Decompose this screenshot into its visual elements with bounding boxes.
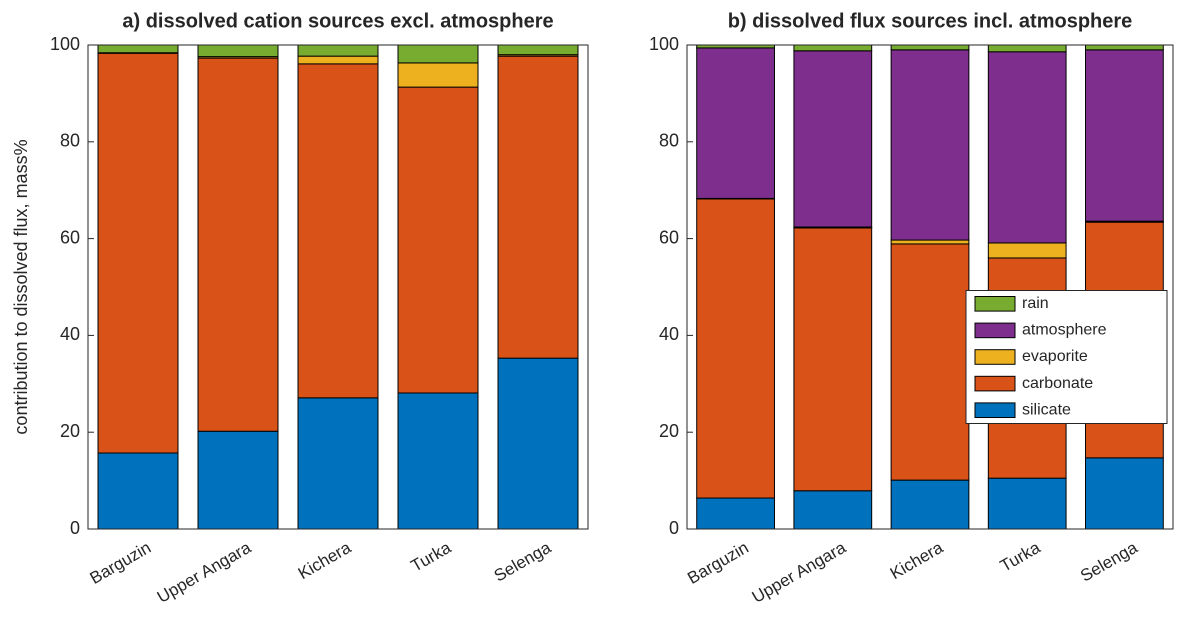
x-tick-label: Selenga [491, 538, 555, 586]
x-tick-label: Upper Angara [154, 538, 255, 607]
y-tick-label: 40 [60, 324, 80, 344]
bar-segment [890, 49, 970, 241]
bar-segment [197, 44, 279, 58]
bar-segment [397, 392, 479, 530]
bar-segment [793, 44, 873, 52]
y-tick-label: 80 [659, 131, 679, 151]
axes-box [87, 44, 589, 530]
x-tick-label: Turka [408, 538, 455, 576]
bar-segment [696, 198, 775, 499]
x-tick-label: Barguzin [684, 538, 752, 588]
x-tick-label: Turka [997, 538, 1044, 576]
bar-segment [97, 452, 179, 530]
bar-segment [197, 430, 279, 530]
legend-label: silicate [1022, 401, 1071, 418]
x-tick-label: Kichera [295, 538, 355, 584]
y-tick-label: 60 [60, 227, 80, 247]
y-tick-label: 100 [50, 34, 80, 54]
chart-title: a) dissolved cation sources excl. atmosp… [122, 10, 553, 32]
bar-segment [890, 243, 970, 481]
x-tick-label: Upper Angara [749, 538, 850, 607]
bar-segment [397, 44, 479, 64]
y-tick-label: 100 [649, 34, 679, 54]
x-tick-label: Selenga [1077, 538, 1141, 586]
legend: rain atmosphere evaporite carbonate silicate [965, 290, 1168, 424]
x-tick-label: Kichera [887, 538, 947, 584]
bar-segment [297, 55, 379, 65]
legend-label: atmosphere [1022, 322, 1107, 339]
bar-segment [987, 51, 1067, 244]
bar-segment [97, 52, 179, 454]
bar-segment [397, 62, 479, 88]
y-tick-label: 60 [659, 227, 679, 247]
legend-swatch [974, 296, 1016, 312]
bar-segment [397, 86, 479, 394]
legend-label: carbonate [1022, 375, 1093, 392]
y-tick-label: 20 [60, 421, 80, 441]
bar-segment [297, 63, 379, 399]
legend-label: rain [1022, 295, 1049, 312]
bar-segment [1085, 44, 1164, 51]
y-tick-label: 20 [659, 421, 679, 441]
bar-segment [197, 57, 279, 432]
bar-segment [297, 44, 379, 57]
bar-segment [696, 47, 775, 199]
bar-segment [987, 242, 1067, 259]
bar-segment [1085, 457, 1164, 530]
x-tick-label: Barguzin [87, 538, 155, 588]
bar-segment [497, 55, 579, 359]
legend-swatch [974, 322, 1016, 339]
bar-segment [497, 44, 579, 56]
bar-segment [497, 357, 579, 530]
legend-swatch [974, 349, 1016, 365]
y-tick-label: 0 [669, 518, 679, 538]
bar-segment [297, 397, 379, 530]
bar-segment [793, 227, 873, 492]
y-tick-label: 0 [70, 518, 80, 538]
legend-swatch [974, 375, 1016, 392]
bar-segment [987, 44, 1067, 53]
bar-segment [793, 490, 873, 530]
bar-segment [1085, 49, 1164, 222]
bar-segment [793, 50, 873, 228]
bar-segment [890, 479, 970, 530]
legend-label: evaporite [1022, 348, 1088, 365]
y-tick-label: 80 [60, 131, 80, 151]
y-axis-label: contribution to dissolved flux, mass% [11, 139, 31, 434]
bar-segment [987, 477, 1067, 530]
bar-segment [890, 239, 970, 245]
chart-title: b) dissolved flux sources incl. atmosphe… [728, 10, 1133, 32]
bar-segment [696, 497, 775, 530]
bar-segment [97, 44, 179, 54]
axes-box [686, 44, 1174, 530]
legend-swatch [974, 402, 1016, 418]
y-tick-label: 40 [659, 324, 679, 344]
bar-segment [890, 44, 970, 51]
